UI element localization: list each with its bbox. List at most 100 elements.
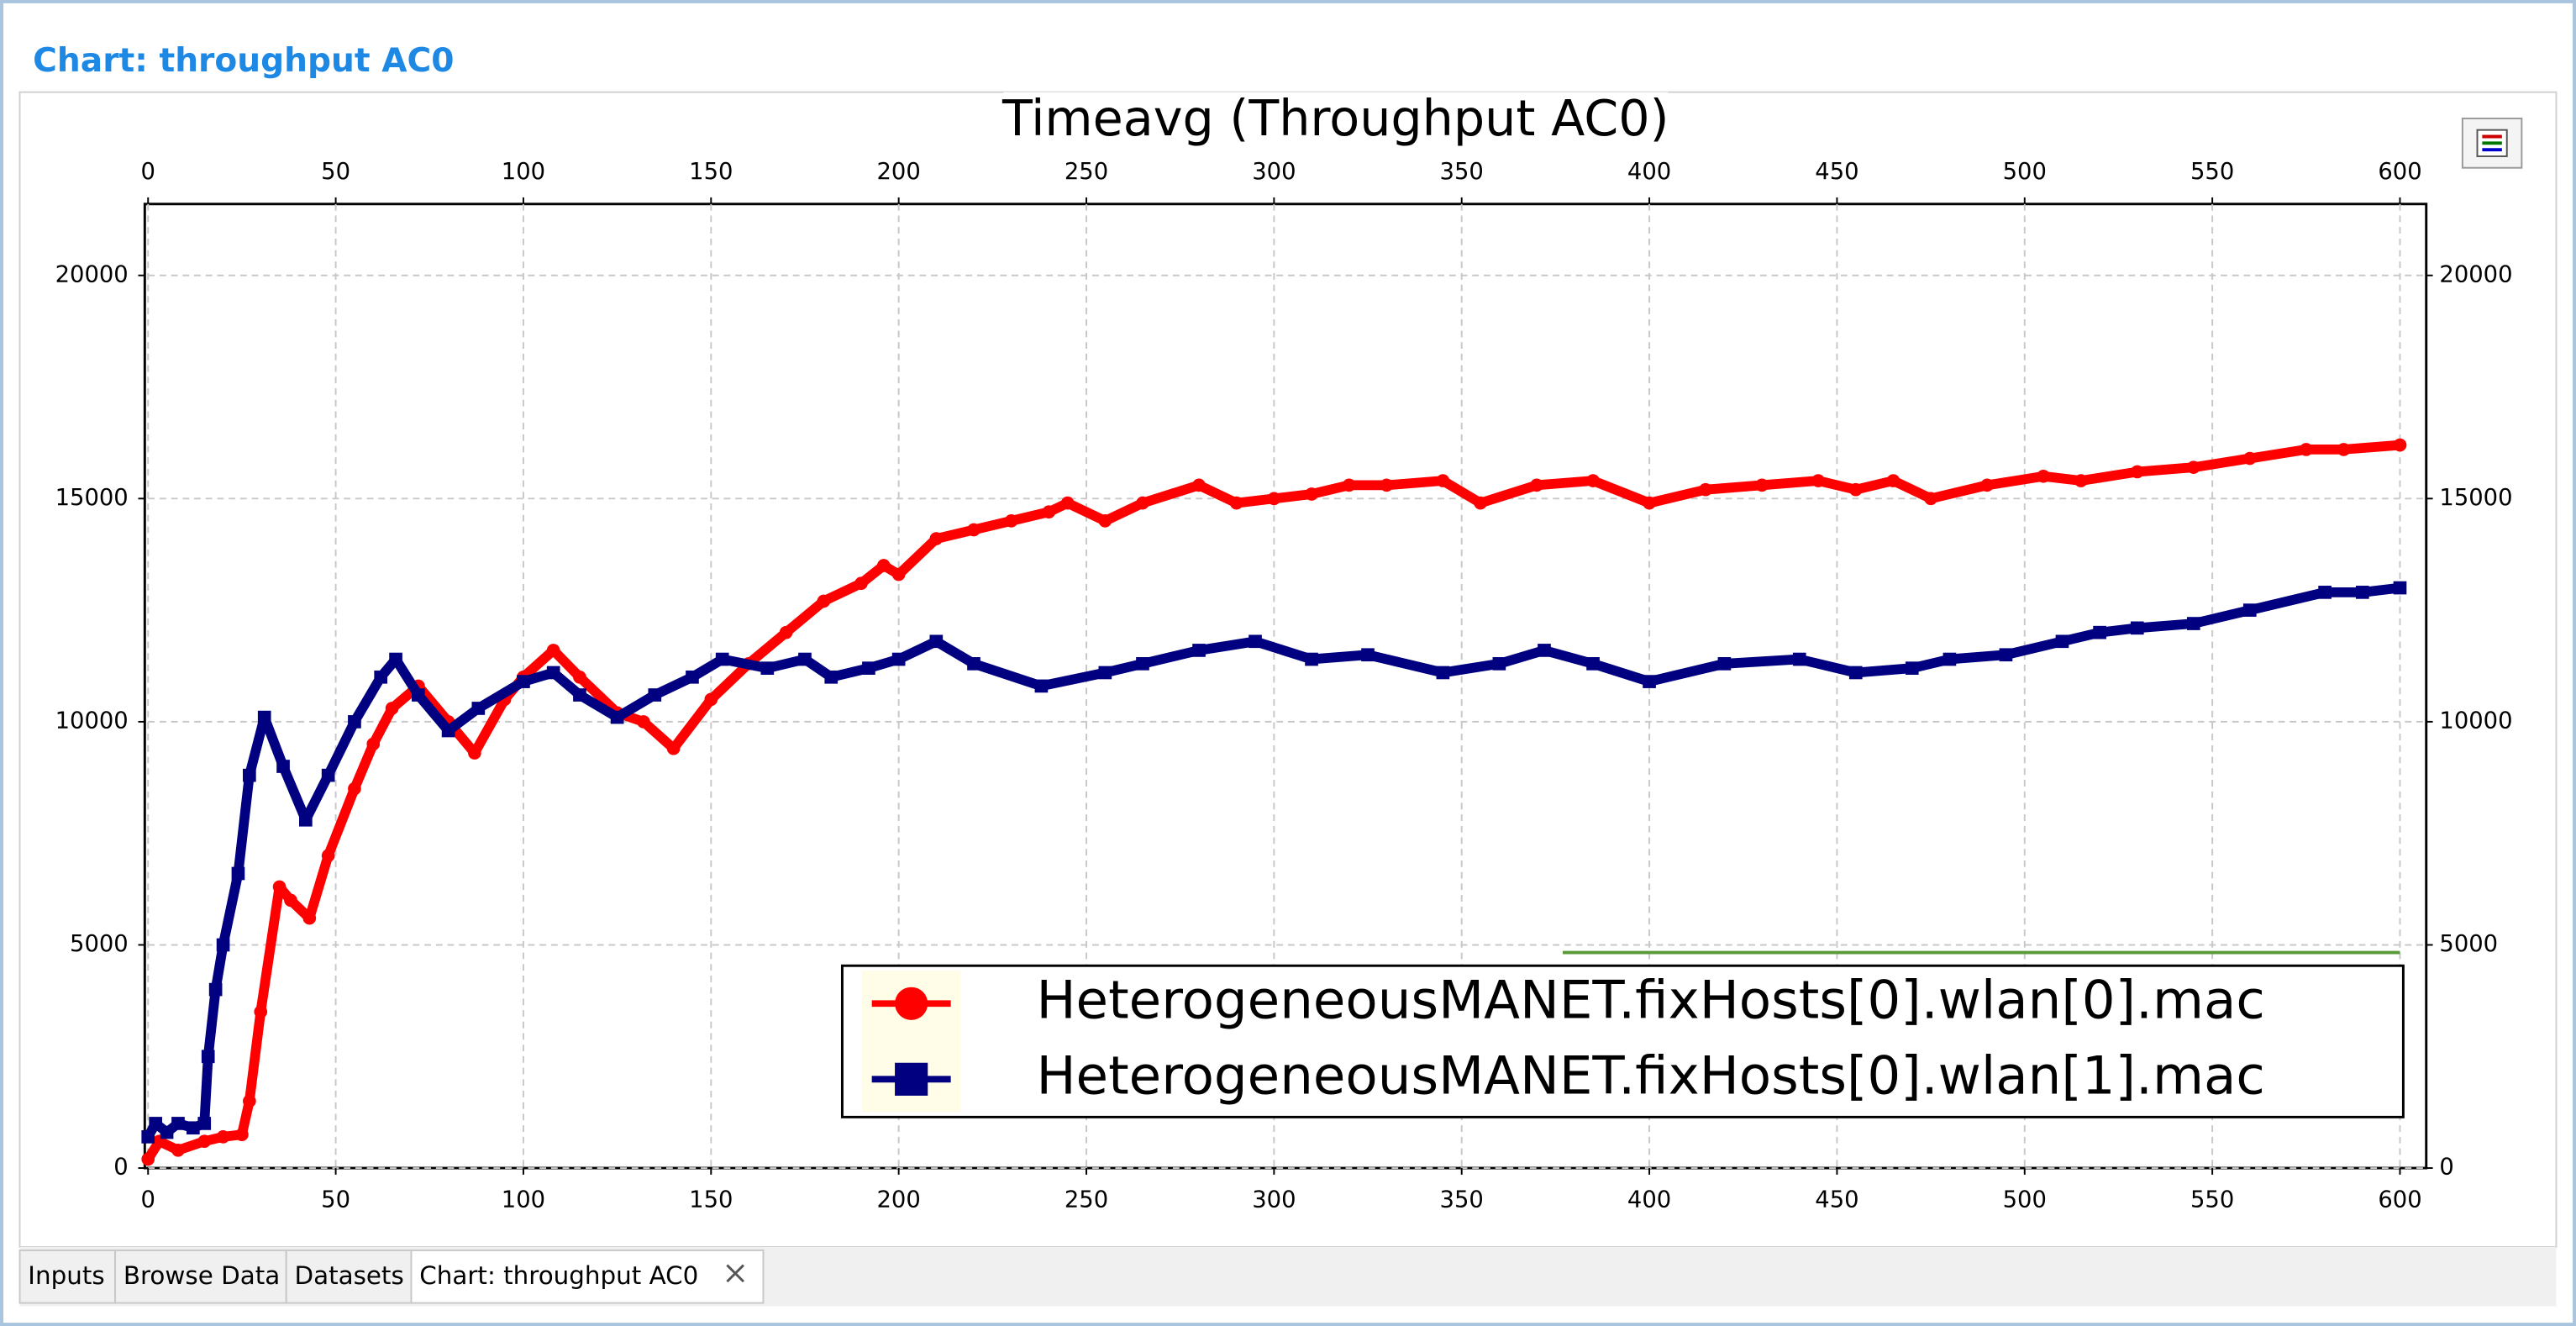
legend: HeterogeneousMANET.fixHosts[0].wlan[0].m… — [840, 964, 2405, 1118]
point — [1586, 474, 1600, 487]
y2-tick-label: 5000 — [2439, 931, 2498, 957]
point — [208, 982, 223, 997]
point — [374, 670, 388, 684]
point — [276, 760, 290, 773]
point — [197, 1117, 212, 1130]
tab-close[interactable] — [726, 1264, 745, 1283]
point — [1924, 492, 1937, 506]
x2-tick-label: 150 — [689, 159, 733, 185]
tab-label[interactable]: Datasets — [294, 1261, 403, 1290]
point — [2393, 581, 2407, 595]
tab[interactable] — [114, 1249, 287, 1304]
point — [1586, 657, 1600, 671]
legend-button[interactable] — [2461, 117, 2523, 169]
point — [666, 741, 681, 755]
point — [546, 666, 560, 680]
point — [1811, 474, 1825, 487]
point — [321, 768, 335, 782]
x2-tick-label: 400 — [1627, 159, 1671, 185]
point — [2130, 621, 2144, 635]
x-tick-label: 400 — [1627, 1187, 1671, 1213]
point — [686, 670, 699, 684]
point — [299, 813, 313, 827]
tab[interactable] — [285, 1249, 413, 1304]
point — [1098, 514, 1112, 528]
tab[interactable] — [410, 1249, 765, 1304]
point — [517, 675, 530, 688]
point — [1755, 478, 1769, 492]
legend-label: HeterogeneousMANET.fixHosts[0].wlan[1].m… — [1036, 1044, 2264, 1106]
point — [321, 849, 335, 863]
point — [471, 702, 486, 715]
point — [1436, 474, 1450, 487]
x-tick-label: 450 — [1815, 1187, 1858, 1213]
series — [141, 438, 2407, 1166]
point — [2299, 443, 2313, 456]
x-tick-label: 500 — [2003, 1187, 2047, 1213]
point — [2355, 586, 2369, 599]
point — [235, 1128, 249, 1142]
point — [441, 724, 455, 738]
point — [1886, 474, 1900, 487]
point — [1380, 478, 1394, 492]
point — [637, 715, 650, 729]
x-tick-label: 150 — [689, 1187, 733, 1213]
y2-tick-label: 0 — [2439, 1155, 2453, 1181]
point — [216, 938, 230, 952]
point — [385, 702, 399, 715]
point — [348, 715, 361, 729]
point — [254, 1005, 268, 1018]
point — [2393, 438, 2407, 452]
panel-title: Chart: throughput AC0 — [33, 42, 454, 80]
point — [610, 710, 624, 724]
point — [1492, 657, 1506, 671]
point — [141, 1130, 155, 1144]
x-tick-label: 350 — [1440, 1187, 1484, 1213]
point — [715, 652, 729, 666]
x-tick-label: 100 — [502, 1187, 545, 1213]
x-tick-label: 200 — [877, 1187, 921, 1213]
point — [891, 652, 906, 666]
point — [546, 644, 560, 657]
tabs: Inputs Browse Data Datasets Chart: throughp… — [18, 1249, 765, 1304]
point — [891, 567, 906, 581]
point — [704, 692, 718, 707]
x2-tick-label: 500 — [2003, 159, 2047, 185]
point — [216, 1130, 230, 1144]
point — [2186, 617, 2200, 630]
x2-tick-label: 350 — [1440, 159, 1484, 185]
point — [2055, 634, 2069, 649]
point — [1848, 666, 1863, 680]
point — [231, 866, 245, 881]
point — [824, 670, 839, 684]
point — [243, 768, 256, 782]
point — [366, 737, 381, 751]
point — [1229, 496, 1243, 510]
point — [187, 1121, 200, 1135]
point — [895, 1062, 928, 1096]
point — [876, 559, 891, 572]
legend-label: HeterogeneousMANET.fixHosts[0].wlan[0].m… — [1036, 969, 2264, 1030]
x2-tick-label: 100 — [502, 159, 545, 185]
tab-label[interactable]: Inputs — [28, 1261, 104, 1290]
point — [1474, 496, 1487, 510]
point — [2186, 460, 2200, 474]
point — [272, 880, 287, 894]
point — [573, 688, 586, 702]
x2-tick-label: 200 — [877, 159, 921, 185]
point — [862, 661, 875, 675]
point — [2242, 603, 2257, 617]
tab-label[interactable]: Chart: throughput AC0 — [419, 1261, 698, 1290]
point — [1538, 644, 1551, 657]
point — [1436, 666, 1450, 680]
x-tick-label: 50 — [321, 1187, 350, 1213]
tab-label[interactable]: Browse Data — [124, 1261, 280, 1290]
point — [2242, 451, 2257, 466]
y-tick-label: 10000 — [55, 708, 129, 734]
point — [1267, 492, 1281, 506]
point — [929, 532, 944, 545]
point — [1305, 652, 1318, 666]
point — [1305, 487, 1318, 501]
y-tick-label: 15000 — [55, 485, 129, 511]
point — [243, 1094, 256, 1108]
